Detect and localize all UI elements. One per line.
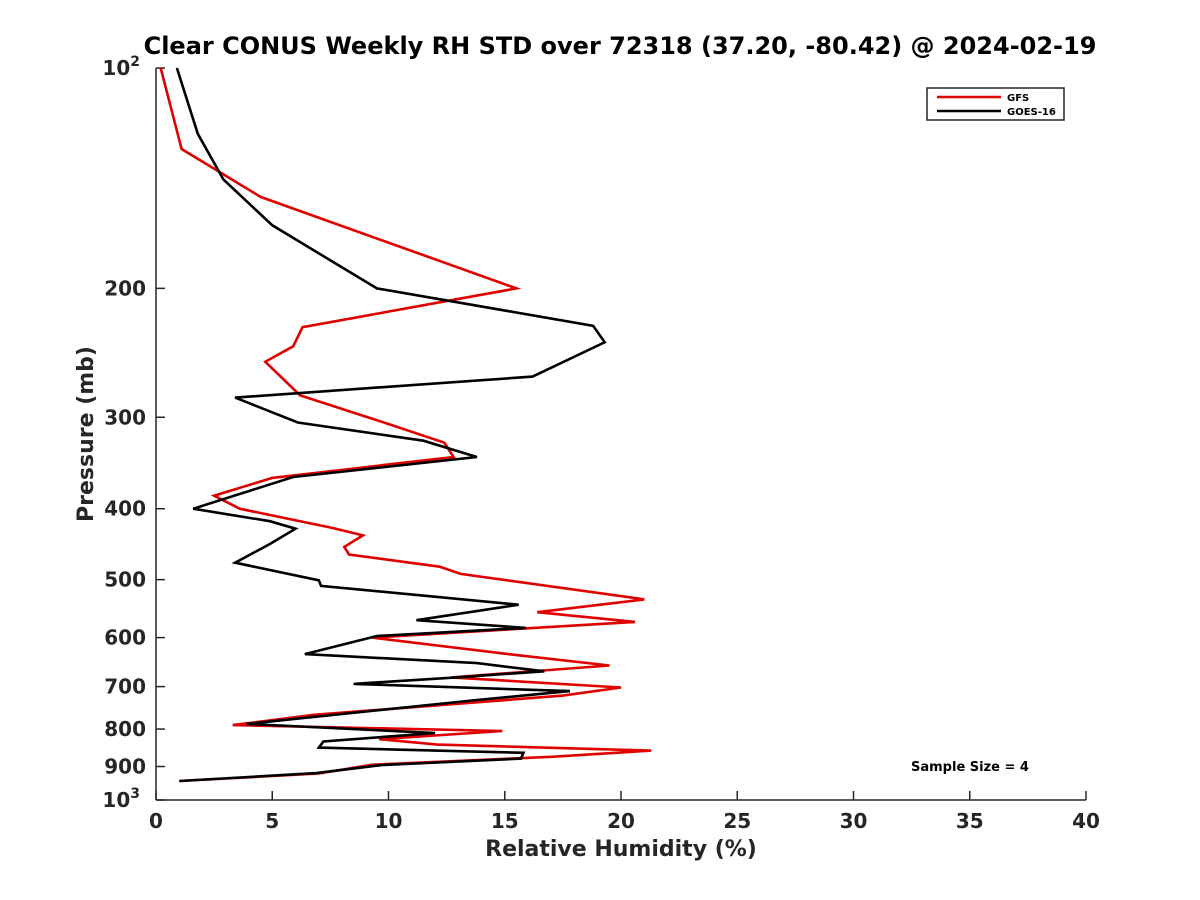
chart-title: Clear CONUS Weekly RH STD over 72318 (37…: [144, 32, 1097, 60]
y-tick-label: 500: [104, 568, 146, 592]
y-axis-label: Pressure (mb): [74, 346, 99, 522]
series-line-gfs: [159, 67, 652, 783]
x-tick-label: 40: [1072, 809, 1100, 833]
x-tick-label: 15: [491, 809, 519, 833]
y-tick-label: 400: [104, 497, 146, 521]
y-tick-label: 102: [102, 54, 140, 80]
series-group: [159, 67, 652, 783]
legend-box: [926, 87, 1065, 121]
x-tick-label: 35: [956, 809, 984, 833]
x-tick-label: 30: [840, 809, 868, 833]
legend: GFS GOES-16: [926, 87, 1065, 121]
y-tick-label: 900: [104, 755, 146, 779]
x-tick-label: 25: [723, 809, 751, 833]
x-tick-label: 10: [375, 809, 403, 833]
legend-label-goes16: GOES-16: [1007, 107, 1056, 118]
series-line-goes16: [175, 67, 607, 783]
x-tick-label: 0: [149, 809, 163, 833]
legend-label-gfs: GFS: [1007, 93, 1029, 104]
x-axis-label: Relative Humidity (%): [485, 837, 757, 862]
y-ticks: 102 200 300 400 500 600 700 800 900 103: [102, 54, 165, 812]
y-tick-label: 600: [104, 626, 146, 650]
sample-size-annotation: Sample Size = 4: [911, 760, 1029, 775]
y-tick-label: 103: [102, 786, 140, 812]
y-tick-label: 700: [104, 675, 146, 699]
x-tick-label: 5: [265, 809, 279, 833]
x-tick-label: 20: [607, 809, 635, 833]
x-ticks: 0 5 10 15 20 25 30 35 40: [149, 791, 1100, 833]
y-tick-label: 800: [104, 717, 146, 741]
y-tick-label: 300: [104, 405, 146, 429]
y-tick-label: 200: [104, 276, 146, 300]
